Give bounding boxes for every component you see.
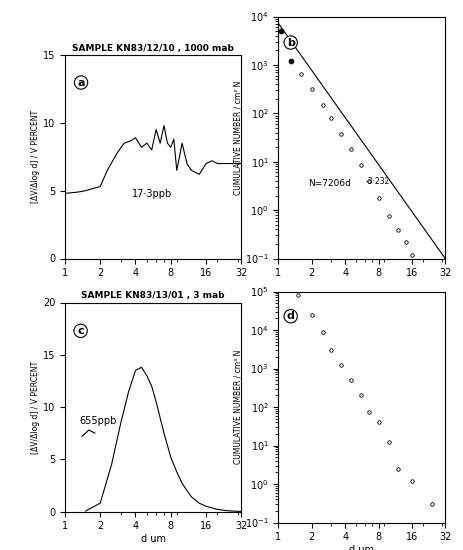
Text: d: d — [286, 311, 294, 321]
Text: c: c — [77, 326, 84, 336]
Text: a: a — [77, 78, 85, 87]
X-axis label: d um: d um — [349, 545, 374, 550]
Title: SAMPLE KN83/13/01 , 3 mab: SAMPLE KN83/13/01 , 3 mab — [81, 292, 225, 300]
Y-axis label: [ΔV/Δlog d] / V PERCENT: [ΔV/Δlog d] / V PERCENT — [31, 110, 40, 204]
Y-axis label: CUMULATIVE NUMBER / cm³ N: CUMULATIVE NUMBER / cm³ N — [232, 80, 242, 195]
Title: SAMPLE KN83/12/10 , 1000 mab: SAMPLE KN83/12/10 , 1000 mab — [72, 44, 233, 53]
Text: -3·232: -3·232 — [364, 177, 389, 186]
Text: 655ppb: 655ppb — [79, 416, 116, 426]
Text: 17·3ppb: 17·3ppb — [131, 189, 172, 200]
Text: b: b — [286, 37, 294, 47]
X-axis label: d um: d um — [140, 534, 165, 544]
Y-axis label: CUMULATIVE NUMBER / cm³ N: CUMULATIVE NUMBER / cm³ N — [232, 350, 242, 464]
Text: N=7206d: N=7206d — [308, 179, 350, 188]
Y-axis label: [ΔV/Δlog d] / V PERCENT: [ΔV/Δlog d] / V PERCENT — [31, 360, 40, 454]
